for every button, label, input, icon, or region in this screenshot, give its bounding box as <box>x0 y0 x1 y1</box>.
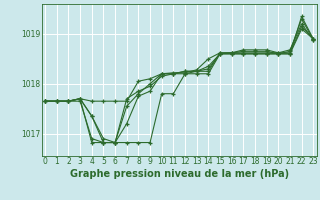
X-axis label: Graphe pression niveau de la mer (hPa): Graphe pression niveau de la mer (hPa) <box>70 169 289 179</box>
